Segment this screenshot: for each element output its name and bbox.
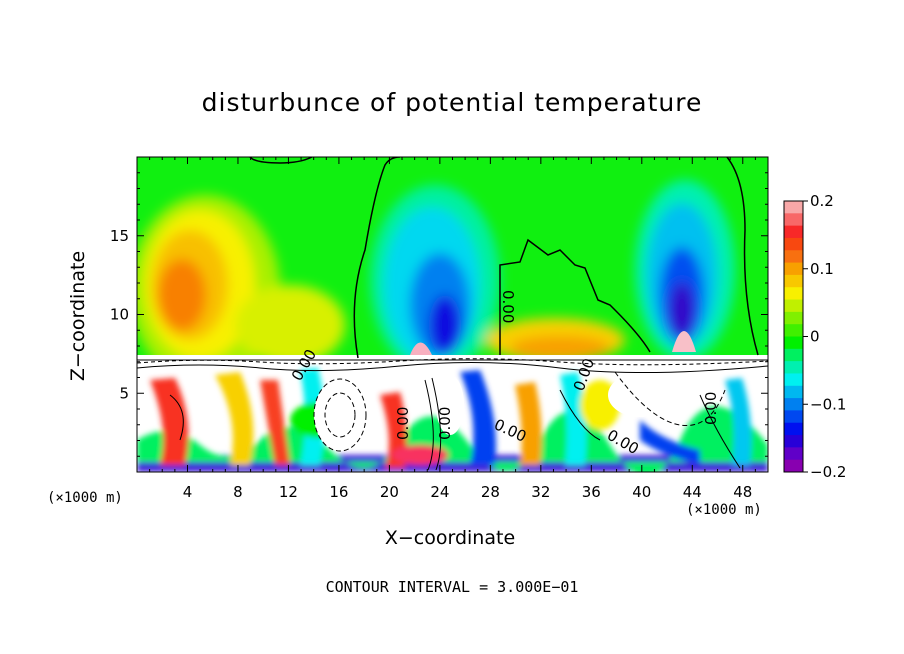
colorbar-swatch	[784, 237, 803, 251]
x-axis: 4 8 12 16 20 24 28 32 36 40 44 48	[149, 157, 756, 501]
x-axis-label: X−coordinate	[384, 527, 516, 549]
contour-label: 0.00	[499, 290, 517, 323]
x-tick-label: 12	[279, 483, 298, 501]
plume-cap-right	[672, 331, 696, 352]
y-tick-label: 10	[110, 306, 129, 324]
colorbar-swatch	[784, 459, 803, 473]
cool-region-center-core	[429, 295, 461, 355]
colorbar	[784, 201, 803, 473]
colorbar-swatch	[784, 250, 803, 264]
colorbar-swatch	[784, 201, 803, 214]
colorbar-swatch	[784, 225, 803, 239]
x-unit-right: (×1000 m)	[686, 502, 762, 518]
plume-cap-center	[410, 342, 432, 355]
colorbar-swatch	[784, 311, 803, 325]
colorbar-swatch	[784, 373, 803, 387]
colorbar-swatch	[784, 410, 803, 424]
warm-region-left-core	[158, 259, 206, 331]
x-tick-label: 20	[380, 483, 399, 501]
warm-strip-center-core	[510, 336, 610, 360]
x-tick-label: 4	[183, 483, 193, 501]
x-tick-label: 8	[233, 483, 243, 501]
colorbar-swatch	[784, 385, 803, 399]
colorbar-swatch	[784, 324, 803, 337]
colorbar-swatch	[784, 336, 803, 350]
colorbar-swatch	[784, 287, 803, 301]
contour-label: 0.00	[702, 392, 720, 425]
colorbar-swatch	[784, 435, 803, 448]
colorbar-ticks: 0.2 0.1 0 −0.1 −0.2	[803, 192, 846, 481]
cool-region-right-core	[670, 282, 694, 338]
colorbar-tick-label: −0.1	[810, 395, 846, 413]
x-tick-label: 24	[430, 483, 449, 501]
warm-region-right-lower	[235, 285, 345, 365]
contour-line-center-dip	[499, 238, 651, 355]
x-tick-label: 36	[582, 483, 601, 501]
colorbar-swatch	[784, 398, 803, 411]
colorbar-swatch	[784, 213, 803, 227]
colorbar-swatch	[784, 361, 803, 374]
y-axis-label: Z−coordinate	[67, 250, 89, 382]
colorbar-tick-label: 0	[810, 328, 820, 346]
chart-title: disturbunce of potential temperature	[201, 88, 703, 117]
heatmap-field	[137, 157, 768, 472]
x-tick-label: 16	[329, 483, 348, 501]
contour-interval-note: CONTOUR INTERVAL = 3.000E−01	[325, 578, 579, 596]
contour-label: 0.00	[436, 407, 454, 440]
colorbar-swatch	[784, 422, 803, 436]
colorbar-tick-label: 0.2	[810, 192, 834, 210]
colorbar-swatch	[784, 348, 803, 362]
y-axis: 5 10 15	[110, 172, 768, 457]
x-tick-label: 28	[481, 483, 500, 501]
contour-line-top-left	[249, 157, 313, 164]
contour-line-right-plume	[726, 157, 759, 356]
x-unit-left: (×1000 m)	[47, 490, 123, 506]
y-tick-label: 5	[119, 384, 129, 402]
contour-label: 0.00	[394, 407, 412, 440]
x-tick-label: 44	[683, 483, 702, 501]
x-tick-label: 32	[531, 483, 550, 501]
colorbar-swatch	[784, 262, 803, 276]
colorbar-tick-label: −0.2	[810, 463, 846, 481]
colorbar-swatch	[784, 447, 803, 461]
y-tick-label: 15	[110, 227, 129, 245]
colorbar-swatch	[784, 299, 803, 313]
colorbar-swatch	[784, 274, 803, 288]
x-tick-label: 40	[632, 483, 651, 501]
colorbar-tick-label: 0.1	[810, 260, 834, 278]
x-tick-label: 48	[733, 483, 752, 501]
